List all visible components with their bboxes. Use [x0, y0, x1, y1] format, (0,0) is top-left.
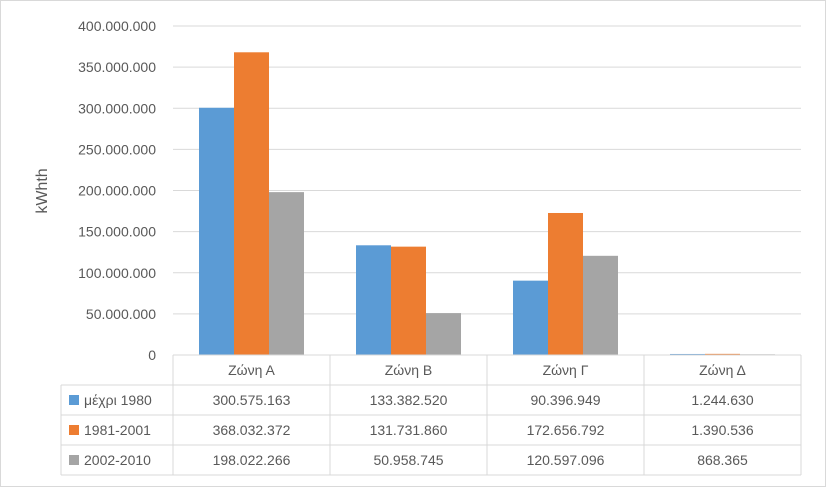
bar-3-1	[269, 192, 304, 355]
bar-3-2	[426, 313, 461, 355]
table-value: 300.575.163	[213, 392, 291, 408]
y-tick-label: 0	[148, 347, 156, 363]
table-value: 198.022.266	[213, 452, 291, 468]
table-value: 50.958.745	[373, 452, 443, 468]
bar-1-3	[513, 280, 548, 355]
table-value: 120.597.096	[527, 452, 605, 468]
legend-swatch	[69, 395, 79, 405]
category-label: Ζώνη Α	[228, 362, 275, 378]
table-value: 1.244.630	[691, 392, 753, 408]
bar-3-3	[583, 255, 618, 355]
bar-2-3	[548, 212, 583, 355]
legend-label: μέχρι 1980	[84, 392, 152, 408]
table-value: 90.396.949	[530, 392, 600, 408]
table-value: 133.382.520	[370, 392, 448, 408]
y-axis: 0 50.000.000 100.000.000 150.000.000 200.000…	[78, 18, 156, 363]
y-axis-label: kWhth	[34, 168, 51, 213]
bar-2-2	[391, 246, 426, 355]
category-label: Ζώνη Δ	[699, 362, 746, 378]
y-tick-label: 150.000.000	[78, 224, 156, 240]
bar-1-1	[199, 107, 234, 355]
legend-swatch	[69, 425, 79, 435]
y-tick-label: 100.000.000	[78, 265, 156, 281]
table-value: 1.390.536	[691, 422, 753, 438]
legend-label: 1981-2001	[84, 422, 151, 438]
data-table: Ζώνη Α Ζώνη Β Ζώνη Γ Ζώνη Δ μέχρι 1980 300.57…	[60, 354, 802, 476]
y-tick-label: 250.000.000	[78, 141, 156, 157]
table-value: 368.032.372	[213, 422, 291, 438]
y-tick-label: 200.000.000	[78, 183, 156, 199]
table-value: 131.731.860	[370, 422, 448, 438]
y-tick-label: 50.000.000	[86, 306, 156, 322]
table-value: 172.656.792	[527, 422, 605, 438]
bars	[199, 52, 775, 356]
bar-2-4	[705, 353, 740, 355]
legend-swatch	[69, 455, 79, 465]
y-tick-label: 300.000.000	[78, 100, 156, 116]
y-tick-label: 350.000.000	[78, 59, 156, 75]
bar-1-4	[670, 353, 705, 355]
legend-label: 2002-2010	[84, 452, 151, 468]
table-value: 868.365	[697, 452, 748, 468]
y-tick-label: 400.000.000	[78, 18, 156, 34]
bar-2-1	[234, 52, 269, 356]
bar-1-2	[356, 245, 391, 355]
category-label: Ζώνη Γ	[543, 362, 589, 378]
category-label: Ζώνη Β	[385, 362, 433, 378]
